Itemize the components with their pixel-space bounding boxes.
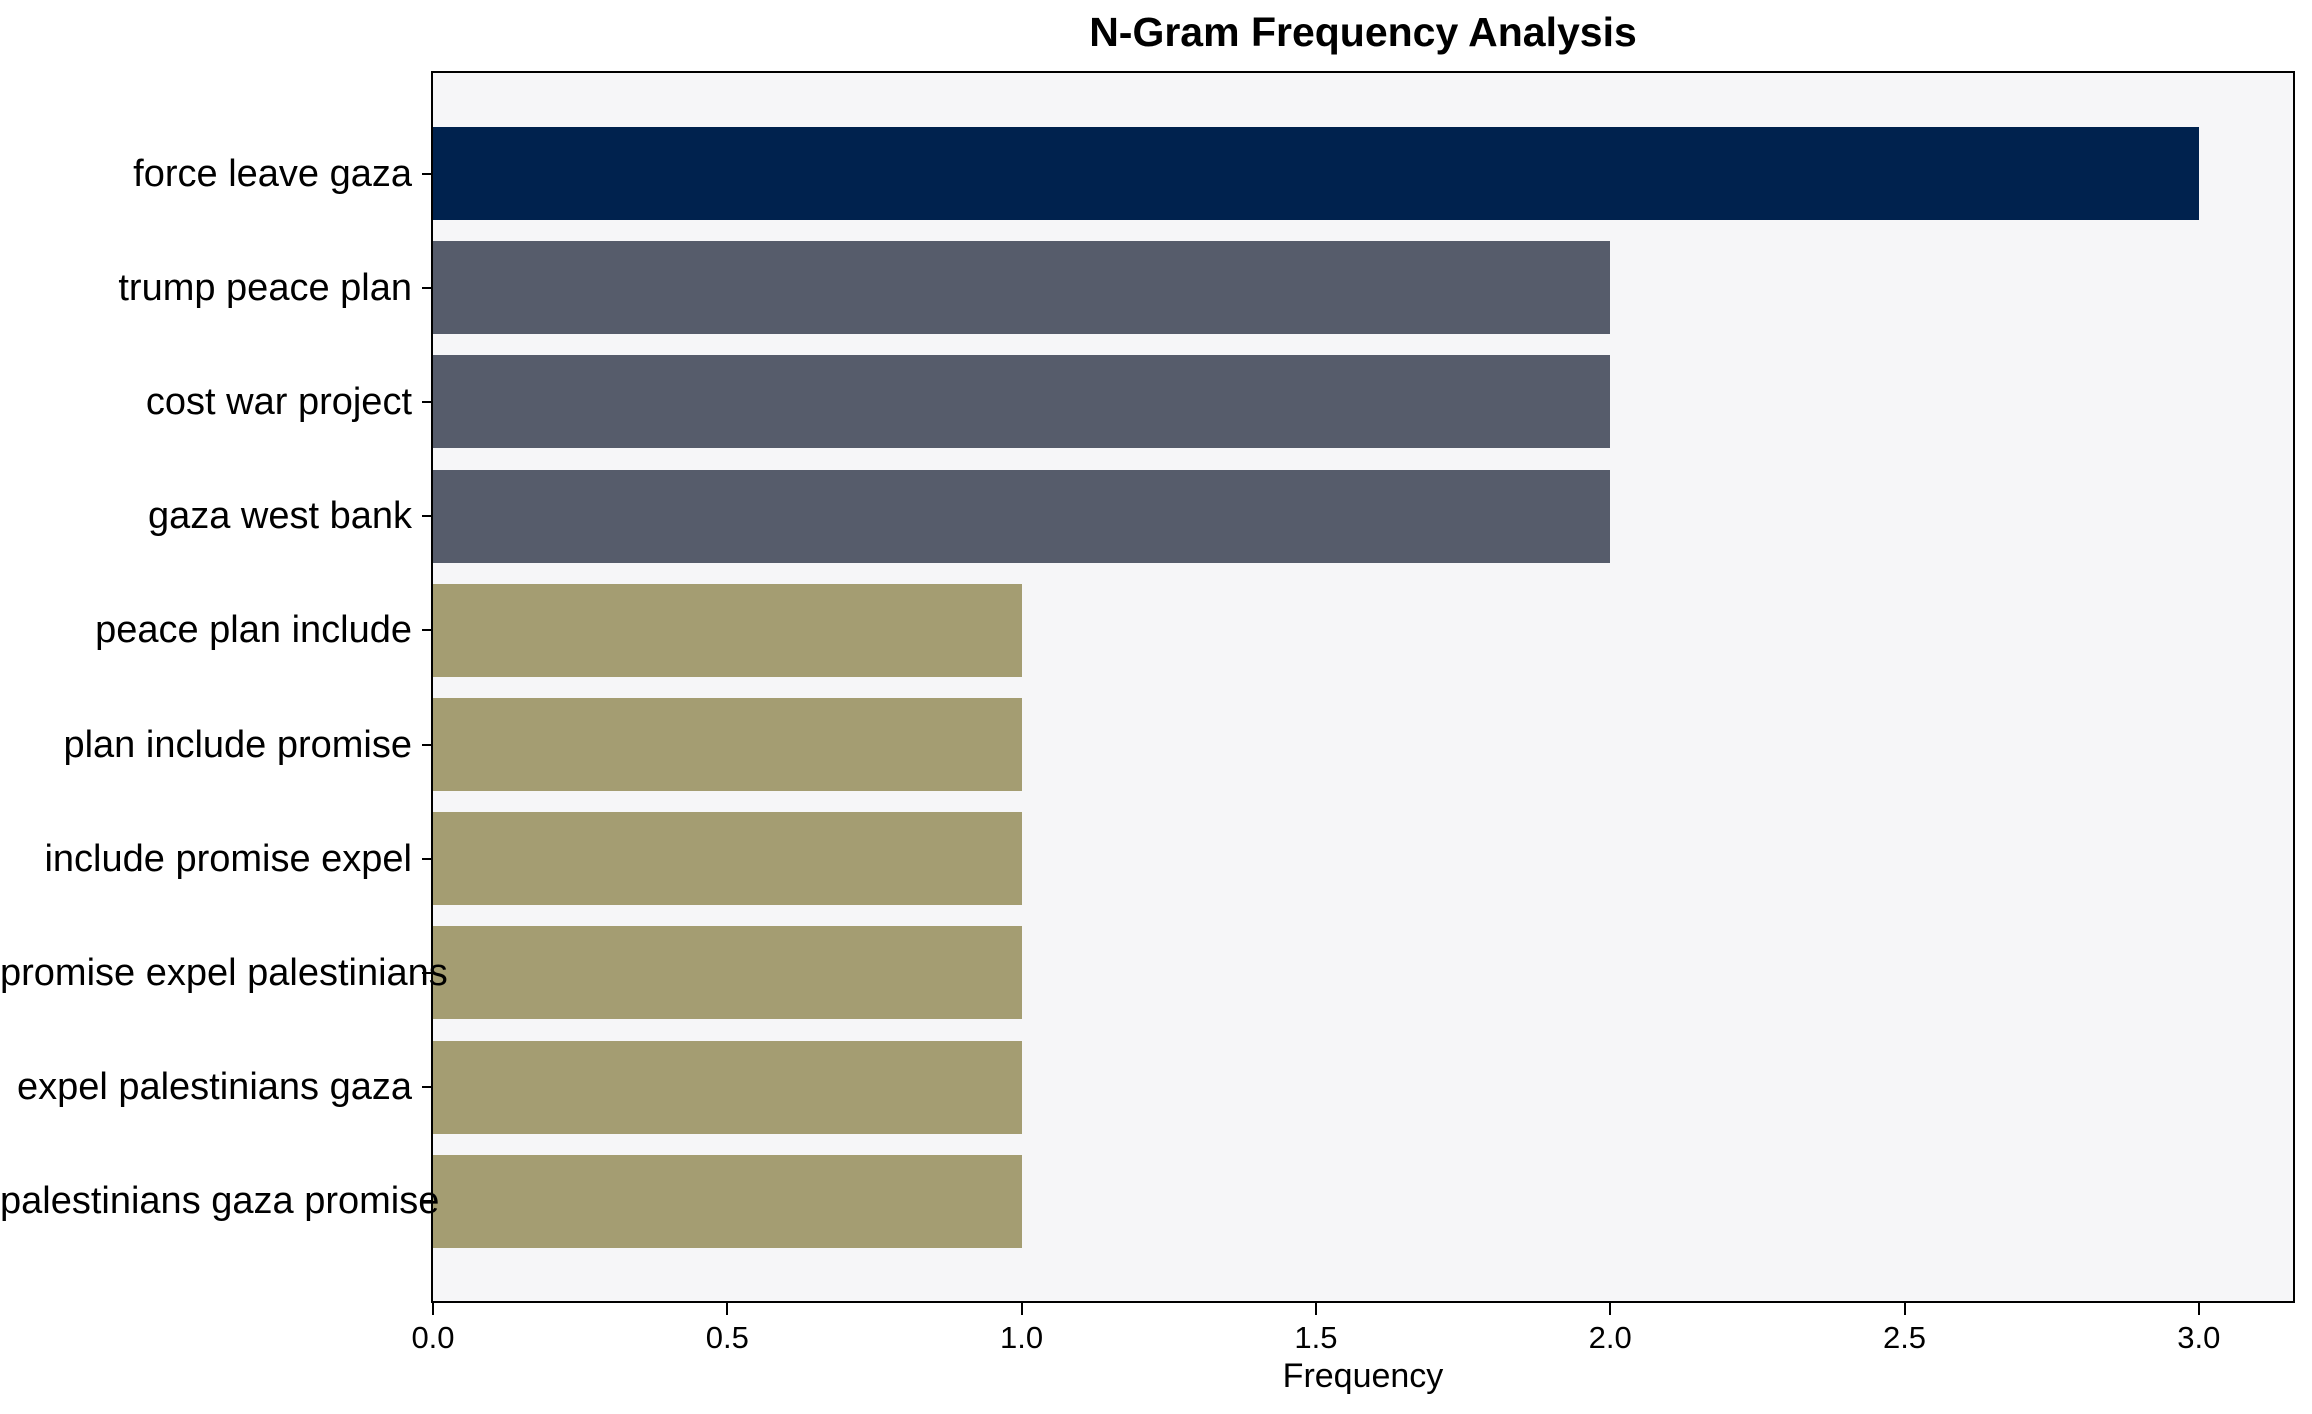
chart-title: N-Gram Frequency Analysis xyxy=(1089,9,1637,55)
y-tick-mark xyxy=(422,971,431,974)
bar xyxy=(433,127,2199,220)
plot-area xyxy=(431,71,2295,1303)
x-tick-mark xyxy=(2197,1303,2200,1315)
x-tick-label: 1.0 xyxy=(1000,1320,1044,1355)
bar xyxy=(433,1154,1022,1248)
y-tick-label: trump peace plan xyxy=(118,266,412,309)
y-tick-mark xyxy=(422,629,431,632)
bar xyxy=(433,698,1022,791)
x-tick-mark xyxy=(432,1303,434,1315)
bar xyxy=(433,583,1022,677)
bars-container xyxy=(433,73,2293,1301)
bar xyxy=(433,241,1611,335)
x-tick-label: 0.0 xyxy=(411,1320,455,1355)
y-tick-mark xyxy=(422,400,431,403)
x-tick-label: 3.0 xyxy=(2177,1320,2221,1355)
x-tick-mark xyxy=(1903,1303,1906,1315)
y-tick-mark xyxy=(422,286,431,289)
y-tick-label: include promise expel xyxy=(44,837,412,880)
y-tick-mark xyxy=(422,1086,431,1089)
x-tick-label: 2.5 xyxy=(1882,1320,1927,1355)
y-tick-label: palestinians gaza promise xyxy=(0,1180,440,1223)
y-tick-label: promise expel palestinians xyxy=(0,951,448,994)
bar xyxy=(433,812,1022,906)
x-tick-label: 2.0 xyxy=(1588,1320,1632,1355)
y-tick-label: plan include promise xyxy=(63,723,412,766)
bar xyxy=(433,926,1022,1020)
y-tick-mark xyxy=(422,857,431,860)
y-tick-mark xyxy=(422,743,431,746)
bar xyxy=(433,469,1611,563)
x-axis-label: Frequency xyxy=(1282,1357,1444,1395)
y-tick-label: force leave gaza xyxy=(133,152,412,195)
x-tick-mark xyxy=(1314,1303,1317,1315)
y-tick-mark xyxy=(422,1200,431,1203)
bar xyxy=(433,1040,1022,1134)
x-tick-label: 1.5 xyxy=(1294,1320,1338,1355)
x-tick-mark xyxy=(1609,1303,1612,1315)
x-tick-mark xyxy=(726,1303,729,1315)
y-tick-label: peace plan include xyxy=(95,609,412,652)
x-tick-mark xyxy=(1020,1303,1023,1315)
x-tick-label: 0.5 xyxy=(705,1320,749,1355)
y-tick-label: expel palestinians gaza xyxy=(16,1066,412,1109)
y-tick-mark xyxy=(422,172,431,175)
y-tick-mark xyxy=(422,515,431,518)
y-tick-label: gaza west bank xyxy=(147,495,412,538)
bar xyxy=(433,355,1611,449)
y-tick-label: cost war project xyxy=(145,380,412,423)
